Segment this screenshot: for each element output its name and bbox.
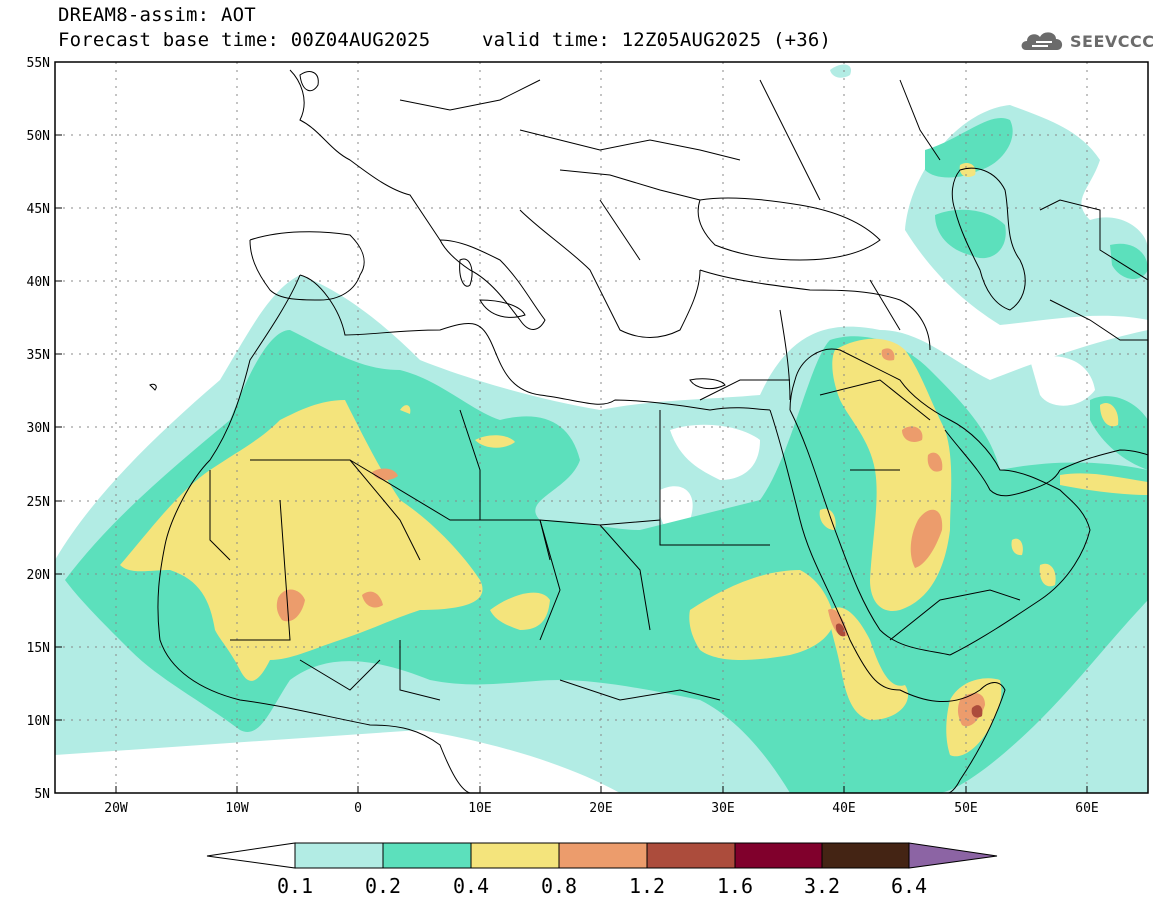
lat-label: 30N [27,421,50,436]
map-title: DREAM8-assim: AOT [58,4,256,26]
lat-label: 45N [27,202,50,217]
legend-label: 0.8 [541,874,577,898]
coastlines-borders [149,69,1148,793]
lon-label: 20W [104,801,128,816]
legend-label: 0.4 [453,874,489,898]
legend-label: 0.1 [277,874,313,898]
tick-marks [55,61,1088,794]
seevccc-logo: SEEVCCC [1018,24,1158,58]
lon-label: 60E [1075,801,1098,816]
valid-time: valid time: 12Z05AUG2025 (+36) [482,29,832,51]
legend-label: 6.4 [891,874,927,898]
lat-label: 10N [27,714,50,729]
lon-labels: 20W 10W 0 10E 20E 30E 40E 50E 60E [104,801,1098,816]
legend-swatch [646,842,736,869]
legend-swatch [558,842,648,869]
aot-field [55,62,1148,793]
legend-swatch [294,842,384,869]
lat-labels: 55N 50N 45N 40N 35N 30N 25N 20N 15N 10N … [27,56,50,802]
lat-label: 25N [27,495,50,510]
legend-swatch [382,842,472,869]
lon-label: 20E [589,801,612,816]
cloud-logo-icon [1021,32,1063,50]
legend-swatch [470,842,560,869]
lon-label: 10W [225,801,249,816]
legend-arrow-high [908,842,998,869]
lon-label: 10E [468,801,491,816]
lon-label: 40E [832,801,855,816]
lat-label: 55N [27,56,50,71]
lon-label: 30E [711,801,734,816]
legend-label: 1.6 [717,874,753,898]
legend-label: 0.2 [365,874,401,898]
aot-contour-1.2 [971,705,983,718]
legend-label: 3.2 [804,874,840,898]
lat-label: 40N [27,275,50,290]
legend-swatch [734,842,823,869]
lat-label: 35N [27,348,50,363]
lat-label: 50N [27,129,50,144]
lon-label: 0 [354,801,362,816]
lat-label: 20N [27,568,50,583]
aot-contour-0.4 [120,400,483,681]
grid-lines [55,62,1148,793]
lon-label: 50E [954,801,977,816]
legend-swatch [821,842,910,869]
logo-text: SEEVCCC [1070,32,1155,51]
forecast-base-time: Forecast base time: 00Z04AUG2025 [58,29,431,51]
lat-label: 15N [27,641,50,656]
legend-label: 1.2 [629,874,665,898]
legend-arrow-low [206,842,296,869]
legend-labels: 0.1 0.2 0.4 0.8 1.2 1.6 3.2 6.4 [277,874,927,898]
color-legend [206,842,998,869]
lat-label: 5N [34,787,50,802]
